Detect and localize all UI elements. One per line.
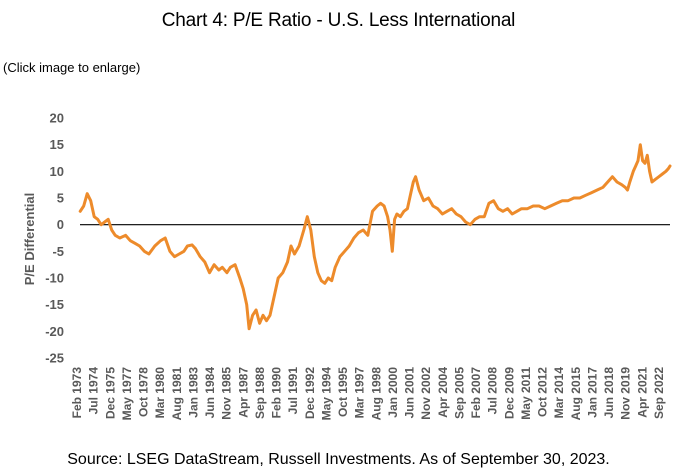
x-tick-label: Nov 2002 [419, 367, 433, 420]
x-tick-label: Feb 2007 [469, 367, 483, 419]
x-tick-label: Jun 2001 [403, 367, 417, 419]
x-tick-label: Mar 1997 [353, 367, 367, 419]
x-tick-label: Nov 1985 [220, 367, 234, 420]
x-tick-label: Aug 2015 [569, 367, 583, 421]
pe-differential-line [78, 143, 672, 331]
x-tick-label: Oct 1978 [137, 367, 151, 417]
x-tick-label: Mar 2014 [552, 367, 566, 419]
x-tick-label: May 1977 [120, 367, 134, 421]
y-tick-labels: 20 15 10 5 0 -5 -10 -15 -20 -25 [45, 111, 64, 366]
x-tick-label: Sep 2005 [452, 367, 466, 419]
x-tick-label: Aug 1981 [170, 367, 184, 421]
x-tick-label: Jul 1991 [286, 367, 300, 415]
x-tick-label: Dec 1992 [303, 367, 317, 419]
y-tick-label: -20 [45, 324, 64, 339]
y-tick-label: 20 [50, 111, 64, 126]
x-tick-label: Jan 2000 [386, 367, 400, 418]
y-tick-label: -15 [45, 297, 64, 312]
x-tick-label: Apr 2004 [436, 367, 450, 418]
source-note: Source: LSEG DataStream, Russell Investm… [67, 451, 610, 468]
y-tick-label: -25 [45, 351, 64, 366]
x-tick-label: Apr 1987 [236, 367, 250, 418]
x-tick-label: Jan 2017 [585, 367, 599, 418]
x-tick-label: Feb 1973 [70, 367, 84, 419]
x-tick-label: Nov 2019 [619, 367, 633, 420]
x-tick-label: Dec 2009 [502, 367, 516, 419]
x-tick-label: Jun 2018 [602, 367, 616, 419]
series-layer [78, 143, 672, 331]
x-tick-label: Mar 1980 [153, 367, 167, 419]
x-tick-label: Feb 1990 [270, 367, 284, 419]
x-tick-label: Jul 2008 [486, 367, 500, 415]
x-tick-label: Jul 1974 [87, 367, 101, 415]
y-tick-label: 5 [57, 191, 64, 206]
y-tick-label: 0 [57, 217, 64, 232]
chart-title: Chart 4: P/E Ratio - U.S. Less Internati… [161, 10, 516, 31]
x-tick-label: Dec 1975 [103, 367, 117, 419]
x-tick-label: Aug 1998 [369, 367, 383, 421]
x-tick-label: Jun 1984 [203, 367, 217, 419]
y-axis-label: P/E Differential [22, 193, 37, 285]
y-tick-label: -5 [52, 244, 64, 259]
x-tick-label: Sep 1988 [253, 367, 267, 419]
x-tick-label: May 1994 [319, 367, 333, 421]
x-tick-label: May 2011 [519, 367, 533, 420]
x-tick-label: Oct 1995 [336, 367, 350, 417]
y-tick-label: 15 [50, 137, 64, 152]
click-to-enlarge-note[interactable]: (Click image to enlarge) [3, 60, 141, 75]
x-tick-label: Oct 2012 [536, 367, 550, 417]
y-tick-label: 10 [50, 164, 64, 179]
x-tick-label: Sep 2022 [652, 367, 666, 419]
y-tick-label: -10 [45, 271, 64, 286]
x-tick-label: Apr 2021 [635, 367, 649, 418]
x-tick-label: Jan 1983 [186, 367, 200, 418]
x-tick-labels: Feb 1973 Jul 1974 Dec 1975 May 1977 Oct 1978… [70, 367, 666, 421]
